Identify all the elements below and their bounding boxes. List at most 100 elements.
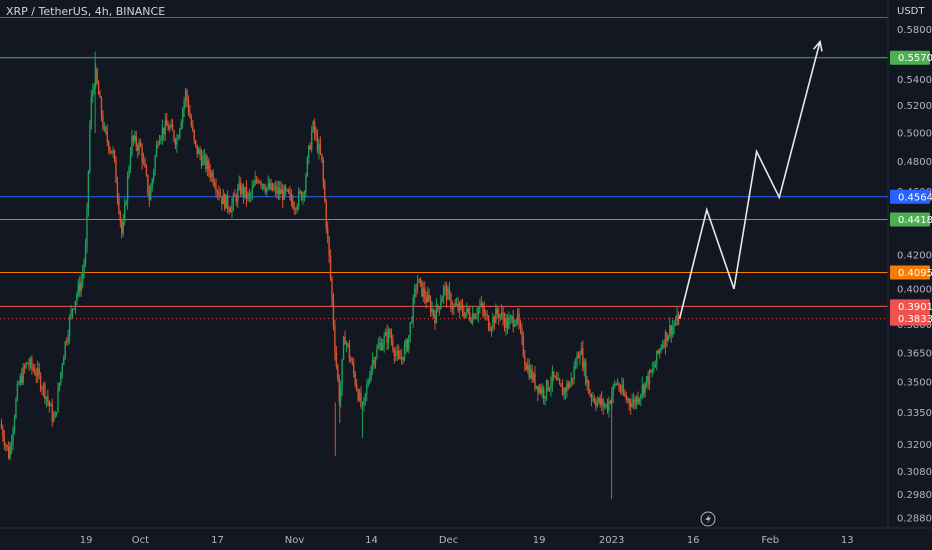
candle-body: [200, 155, 203, 166]
candle-body: [329, 255, 332, 278]
projection-line[interactable]: [678, 41, 821, 319]
candle-body: [667, 335, 670, 342]
candle-body: [321, 153, 323, 161]
candle-body: [425, 297, 427, 303]
candle-body: [376, 348, 378, 358]
candle-body: [635, 396, 638, 405]
candle-body: [113, 150, 116, 160]
candle-body: [334, 326, 336, 353]
projection-arrowhead: [812, 39, 823, 52]
candle-body: [86, 208, 88, 247]
candle-body: [625, 396, 628, 400]
price-tick-label: 0.3350: [897, 408, 932, 419]
candle-body: [500, 312, 503, 315]
candle-body: [305, 175, 307, 193]
candle-body: [77, 283, 79, 295]
candle-body: [50, 404, 52, 407]
candle-body: [41, 389, 43, 391]
candle-body: [139, 142, 142, 147]
candle-body: [180, 121, 182, 130]
candle-body: [354, 373, 356, 385]
candle-body: [429, 300, 432, 313]
candle-body: [535, 385, 538, 388]
candle-body: [609, 401, 612, 404]
candle-body: [663, 344, 665, 347]
candle-body: [134, 135, 136, 141]
candle-body: [239, 182, 242, 194]
candle-body: [3, 437, 6, 446]
candle-body: [241, 186, 243, 194]
candle-body: [403, 346, 406, 360]
candle-body: [513, 324, 516, 327]
candle-body: [653, 367, 655, 370]
candle-body: [519, 324, 522, 330]
candle-body: [673, 324, 675, 327]
candle-body: [629, 403, 632, 407]
candle-body: [406, 340, 409, 351]
time-axis[interactable]: 19 Oct 17 Nov 14 Dec 19 2023 16 Feb 13: [80, 535, 854, 546]
symbol-label[interactable]: XRP / TetherUS: [6, 5, 88, 18]
candle-body: [490, 327, 493, 331]
price-tag: [890, 189, 930, 204]
price-tag-label: 0.4418: [898, 215, 932, 226]
candle-body: [44, 384, 46, 399]
candle-body: [6, 445, 8, 447]
projection-path: [678, 39, 823, 319]
candle-body: [129, 154, 132, 168]
candle-body: [32, 367, 35, 370]
candle-body: [203, 155, 206, 158]
candle-body: [603, 405, 606, 407]
candle-body: [377, 345, 380, 349]
candle-body: [371, 359, 374, 367]
candle-body: [318, 144, 320, 152]
candle-body: [290, 193, 293, 201]
price-tick-label: 0.4200: [897, 250, 932, 261]
candle-body: [152, 170, 155, 180]
candle-body: [558, 379, 561, 384]
candle-body: [21, 376, 23, 384]
candle-body: [141, 146, 143, 162]
candle-body: [284, 186, 287, 191]
candle-body: [255, 179, 258, 181]
candle-body: [477, 308, 480, 315]
candle-body: [96, 68, 98, 84]
candle-body: [286, 189, 288, 191]
candle-body: [266, 187, 268, 192]
candle-body: [151, 179, 153, 188]
candle-body: [123, 204, 126, 222]
candle-body: [254, 179, 256, 185]
candle-body: [382, 344, 384, 350]
candle-body: [176, 138, 178, 145]
interval-label[interactable]: 4h: [94, 5, 109, 18]
candle-body: [658, 349, 661, 354]
candle-body: [63, 356, 65, 366]
candle-body: [547, 380, 549, 391]
candle-body: [541, 388, 543, 393]
candle-body: [205, 155, 207, 169]
candle-body: [669, 325, 671, 336]
price-tick-label: 0.2980: [897, 490, 932, 501]
candle-body: [405, 340, 407, 347]
time-tick-label: Oct: [132, 535, 149, 546]
candle-body: [434, 314, 436, 324]
candle-body: [270, 183, 272, 190]
candle-body: [340, 388, 342, 402]
candle-body: [567, 383, 570, 388]
candle-body: [634, 399, 636, 405]
candle-body: [0, 423, 3, 429]
candle-body: [612, 385, 614, 395]
candle-body: [577, 355, 580, 359]
candle-body: [650, 370, 652, 373]
candle-body: [100, 97, 103, 117]
candle-body: [418, 279, 420, 283]
lightning-icon[interactable]: [700, 511, 716, 527]
candle-body: [150, 187, 152, 201]
candle-body: [312, 121, 314, 132]
candle-body: [483, 309, 485, 315]
price-tag-label: 0.5570: [898, 53, 932, 64]
candle-body: [237, 189, 239, 202]
candle-body: [222, 194, 224, 205]
candle-body: [432, 309, 435, 315]
